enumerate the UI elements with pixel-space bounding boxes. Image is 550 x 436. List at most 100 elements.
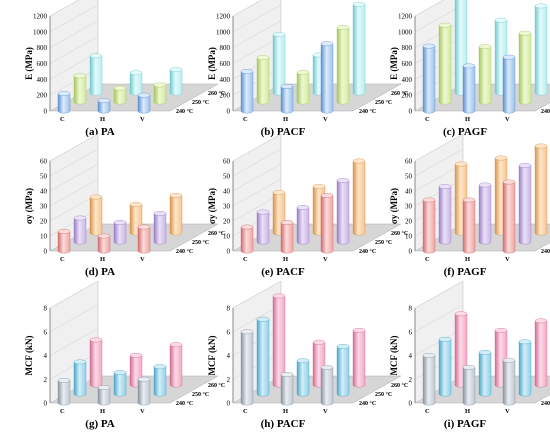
x-tick-label: H <box>283 408 288 415</box>
depth-label: 240 °C <box>541 248 550 255</box>
x-tick-label: C <box>425 116 430 123</box>
gridline <box>232 280 282 309</box>
panel-caption: (e) PACF <box>261 266 305 278</box>
y-tick-label: 40 <box>405 188 413 196</box>
bar <box>336 25 350 105</box>
gridline <box>414 280 464 309</box>
panel-caption: (h) PACF <box>261 418 306 430</box>
bar <box>534 318 548 388</box>
y-tick-label: 2 <box>227 376 231 384</box>
bar <box>320 193 334 254</box>
x-tick-label: H <box>283 256 288 263</box>
bar <box>153 211 167 245</box>
depth-label: 250 °C <box>375 391 392 398</box>
bar <box>153 82 167 105</box>
bar <box>256 209 270 245</box>
y-tick-label: 0 <box>409 248 413 256</box>
y-tick-label: 2 <box>409 376 413 384</box>
y-tick-label: 50 <box>40 173 48 181</box>
y-axis-label: E (MPa) <box>389 47 399 80</box>
gridline <box>414 133 464 162</box>
y-tick-label: 0 <box>227 108 231 116</box>
y-tick-label: 400 <box>220 76 231 84</box>
depth-label: 260 °C <box>208 382 225 389</box>
y-tick-label: 8 <box>409 305 413 313</box>
y-tick-label: 0 <box>227 248 231 256</box>
bar <box>502 54 516 114</box>
bar <box>153 364 167 397</box>
y-axis-label: MCF (kN) <box>389 336 399 376</box>
bar <box>113 370 127 397</box>
chart-panel: 0 2 4 6 8 MCF (kN) C H V 240 °C 250 °C 260 °C (g) PA <box>24 280 225 430</box>
x-tick-label: V <box>505 116 510 123</box>
y-tick-label: 1200 <box>216 13 231 21</box>
y-tick-label: 800 <box>220 44 231 52</box>
y-tick-label: 4 <box>44 352 48 360</box>
y-axis-label: E (MPa) <box>207 47 217 80</box>
gridline <box>49 4 99 33</box>
y-axis-label: MCF (kN) <box>24 336 34 376</box>
gridline <box>49 304 99 332</box>
depth-label: 250 °C <box>192 239 209 246</box>
bar <box>272 293 286 388</box>
depth-label: 250 °C <box>375 99 392 106</box>
y-tick-label: 4 <box>227 352 231 360</box>
depth-label: 260 °C <box>391 382 408 389</box>
bar <box>518 30 532 105</box>
bar <box>137 224 151 254</box>
depth-label: 240 °C <box>359 108 376 115</box>
panel-caption: (g) PA <box>85 418 114 430</box>
bar <box>336 344 350 397</box>
y-tick-label: 8 <box>44 305 48 313</box>
bar <box>57 229 71 254</box>
x-tick-label: V <box>140 408 145 415</box>
y-tick-label: 200 <box>402 92 413 100</box>
y-tick-label: 30 <box>223 203 231 211</box>
bar <box>462 197 476 254</box>
bar <box>169 193 183 236</box>
gridline <box>414 304 464 332</box>
depth-label: 250 °C <box>192 99 209 106</box>
y-tick-label: 800 <box>37 44 48 52</box>
x-tick-label: V <box>323 408 328 415</box>
x-tick-label: C <box>425 256 430 263</box>
gridline <box>232 178 282 207</box>
y-tick-label: 0 <box>44 248 48 256</box>
bar <box>438 184 452 245</box>
x-tick-label: H <box>100 408 105 415</box>
chart-panel: 0 10 20 30 40 50 60 σy (MPa) C H V 240 °C 250 °C 260 … <box>24 133 225 278</box>
bar <box>280 220 294 254</box>
x-tick-label: C <box>425 408 430 415</box>
bar <box>320 364 334 406</box>
x-tick-label: C <box>60 408 65 415</box>
y-tick-label: 40 <box>223 188 231 196</box>
gridline <box>232 4 282 33</box>
x-tick-label: V <box>323 116 328 123</box>
bar <box>97 233 111 254</box>
y-tick-label: 0 <box>409 400 413 408</box>
y-tick-label: 50 <box>405 173 413 181</box>
y-tick-label: 30 <box>405 203 413 211</box>
bar <box>280 84 294 114</box>
y-tick-label: 0 <box>44 400 48 408</box>
y-tick-label: 0 <box>227 400 231 408</box>
panel-caption: (b) PACF <box>261 126 306 138</box>
y-tick-label: 1200 <box>398 13 413 21</box>
bar <box>518 339 532 397</box>
y-tick-label: 10 <box>223 233 231 241</box>
y-tick-label: 1200 <box>33 13 48 21</box>
x-tick-label: C <box>60 256 65 263</box>
y-tick-label: 8 <box>227 305 231 313</box>
bar <box>280 372 294 406</box>
bar <box>296 358 310 397</box>
y-tick-label: 20 <box>40 218 48 226</box>
bar <box>462 364 476 406</box>
y-tick-label: 600 <box>220 60 231 68</box>
y-axis-label: σy (MPa) <box>24 188 34 224</box>
bar <box>169 342 183 388</box>
gridline <box>414 0 444 17</box>
bar <box>89 337 103 388</box>
y-tick-label: 6 <box>44 328 48 336</box>
bar <box>57 378 71 406</box>
